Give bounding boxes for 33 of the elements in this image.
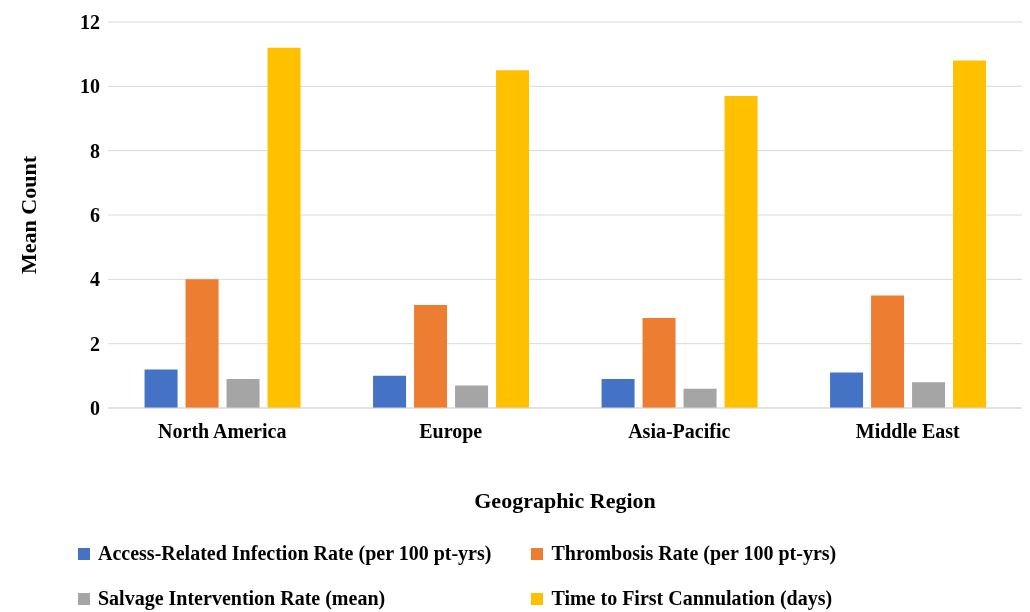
y-tick-label: 4 bbox=[90, 268, 100, 291]
bar bbox=[912, 382, 946, 408]
bar bbox=[642, 317, 676, 408]
bar bbox=[185, 279, 219, 408]
x-tick-label: Asia-Pacific bbox=[628, 420, 731, 443]
bar bbox=[373, 375, 407, 408]
y-tick-label: 6 bbox=[90, 204, 100, 227]
bar bbox=[601, 379, 635, 408]
bar bbox=[414, 305, 448, 408]
bar bbox=[683, 388, 717, 408]
bar bbox=[455, 385, 489, 408]
legend-label: Access-Related Infection Rate (per 100 pt-yrs) bbox=[98, 542, 492, 565]
bar bbox=[267, 47, 301, 408]
x-tick-label: North America bbox=[158, 420, 287, 443]
y-tick-label: 0 bbox=[90, 397, 100, 420]
y-axis-title: Mean Count bbox=[15, 155, 41, 274]
legend-label: Time to First Cannulation (days) bbox=[551, 587, 833, 610]
legend-label: Salvage Intervention Rate (mean) bbox=[98, 587, 386, 610]
x-axis-title: Geographic Region bbox=[474, 488, 656, 513]
bar bbox=[226, 379, 260, 408]
bar bbox=[724, 95, 758, 408]
x-tick-label: Middle East bbox=[855, 420, 961, 443]
y-tick-label: 12 bbox=[80, 11, 100, 34]
y-tick-label: 2 bbox=[90, 332, 100, 355]
bar bbox=[144, 369, 178, 408]
bar bbox=[871, 295, 905, 408]
bar bbox=[953, 60, 987, 408]
x-tick-label: Europe bbox=[419, 420, 483, 444]
legend-label: Thrombosis Rate (per 100 pt-yrs) bbox=[551, 542, 837, 565]
bar bbox=[830, 372, 864, 408]
bar bbox=[496, 70, 530, 408]
y-tick-label: 8 bbox=[90, 139, 100, 162]
y-tick-label: 10 bbox=[80, 75, 100, 98]
